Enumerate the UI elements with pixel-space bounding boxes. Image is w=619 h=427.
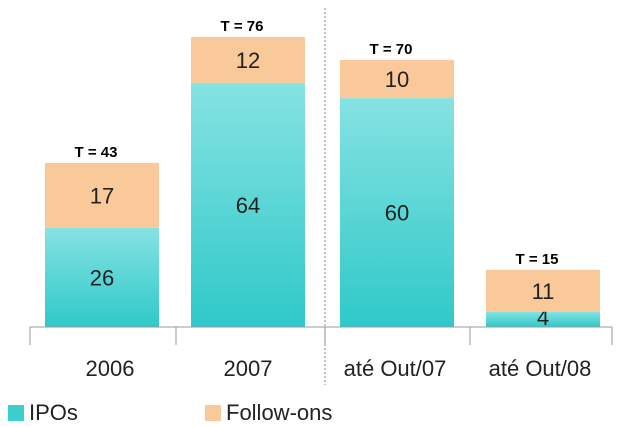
data-label-ipos-1: 64 bbox=[236, 193, 260, 218]
data-label-follow-ons-0: 17 bbox=[90, 183, 114, 208]
legend: IPOs Follow-ons bbox=[8, 400, 332, 425]
bar-ipos-0 bbox=[45, 227, 159, 327]
total-label-0: T = 43 bbox=[75, 144, 118, 161]
bar-ipos-3 bbox=[486, 311, 600, 327]
x-tick-label-2: até Out/07 bbox=[344, 356, 447, 381]
total-label-3: T = 15 bbox=[516, 251, 559, 268]
legend-swatch-ipos bbox=[8, 405, 24, 421]
x-tick-label-1: 2007 bbox=[224, 356, 273, 381]
data-label-ipos-0: 26 bbox=[90, 265, 114, 290]
bar-ipos-2 bbox=[340, 98, 454, 327]
data-label-ipos-2: 60 bbox=[385, 201, 409, 226]
legend-label-ipos: IPOs bbox=[29, 400, 78, 425]
bar-follow-ons-3 bbox=[486, 269, 600, 312]
data-label-follow-ons-3: 11 bbox=[532, 279, 555, 304]
bar-follow-ons-0 bbox=[45, 162, 159, 228]
x-axis: 2006 2007 até Out/07 até Out/08 bbox=[29, 8, 613, 385]
total-label-1: T = 76 bbox=[221, 18, 264, 35]
total-label-2: T = 70 bbox=[370, 41, 413, 58]
bar-follow-ons-1 bbox=[191, 37, 305, 83]
legend-swatch-follow-ons bbox=[205, 405, 221, 421]
x-tick-label-0: 2006 bbox=[86, 356, 135, 381]
bar-follow-ons-2 bbox=[340, 59, 454, 99]
data-label-follow-ons-2: 10 bbox=[385, 67, 409, 92]
data-label-follow-ons-1: 12 bbox=[236, 48, 260, 73]
legend-label-follow-ons: Follow-ons bbox=[226, 400, 332, 425]
bar-ipos-1 bbox=[191, 82, 305, 327]
x-tick-label-3: até Out/08 bbox=[489, 356, 592, 381]
